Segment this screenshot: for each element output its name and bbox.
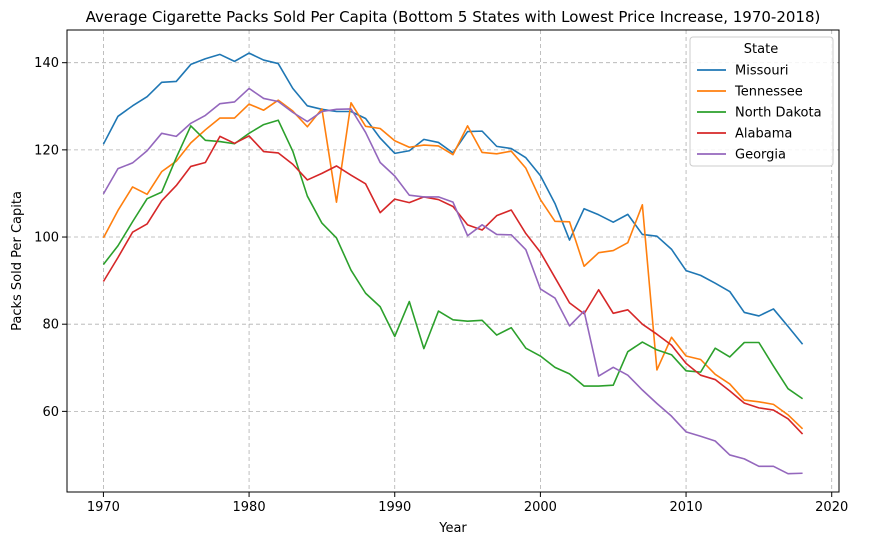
y-tick-label: 80 [42,318,59,333]
series-layer [102,52,804,475]
legend-label-tennessee: Tennessee [734,85,803,100]
y-axis-label: Packs Sold Per Capita [10,191,25,331]
x-tick-label: 2020 [815,500,848,515]
chart-title: Average Cigarette Packs Sold Per Capita … [86,8,821,26]
series-line-north-dakota [102,119,804,400]
x-axis-label: Year [438,521,467,536]
x-tick-label: 1990 [378,500,411,515]
y-tick-label: 100 [34,231,59,246]
y-tick-label: 60 [42,405,59,420]
x-tick-label: 1970 [87,500,120,515]
legend-label-alabama: Alabama [735,127,792,142]
series-line-tennessee [102,99,804,430]
x-tick-label: 1980 [233,500,266,515]
legend-title: State [744,42,778,57]
series-line-georgia [102,87,803,475]
legend-label-georgia: Georgia [735,148,786,163]
y-tick-label: 140 [34,56,59,71]
x-tick-label: 2010 [670,500,703,515]
legend: State Missouri Tennessee North Dakota Alaba… [689,36,834,167]
legend-label-missouri: Missouri [735,64,789,79]
x-tick-label: 2000 [524,500,557,515]
series-line-alabama [102,135,804,435]
ticks-layer: 1970 1980 1990 2000 2010 2020 60 80 100 120 140 [34,56,848,515]
plot-frame [66,29,840,493]
y-tick-label: 120 [34,143,59,158]
legend-label-north-dakota: North Dakota [735,106,822,121]
